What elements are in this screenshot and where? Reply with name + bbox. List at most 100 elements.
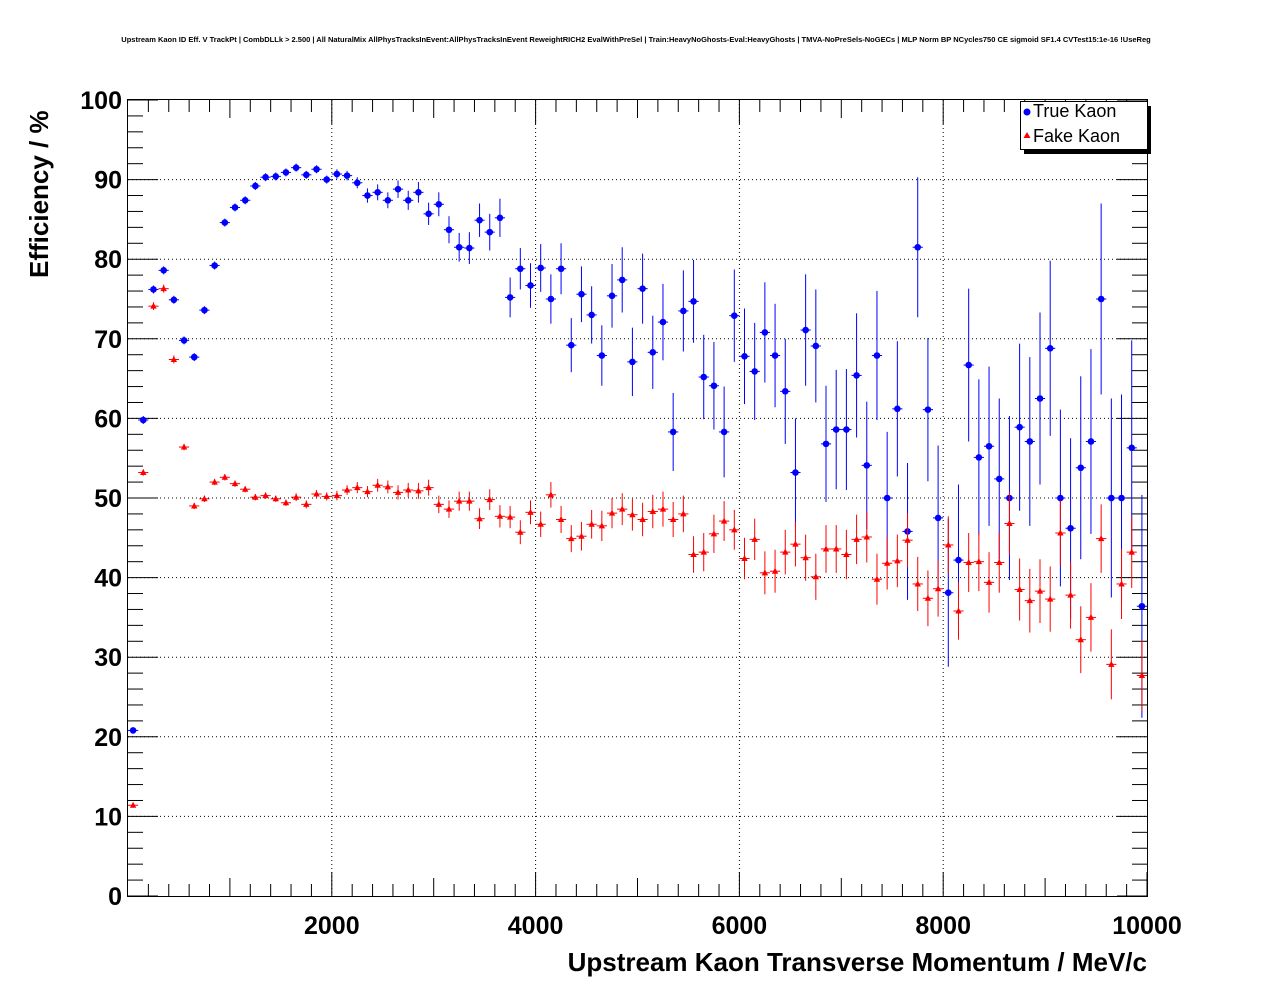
y-tick-label: 60 xyxy=(94,405,122,433)
x-tick-label: 10000 xyxy=(1112,912,1182,940)
data-point xyxy=(669,515,677,522)
data-point xyxy=(323,176,331,183)
data-point xyxy=(180,443,188,450)
legend-fake-kaon-marker xyxy=(1023,132,1031,138)
data-point xyxy=(466,497,473,504)
data-point xyxy=(914,580,921,587)
data-point xyxy=(547,295,555,303)
data-point xyxy=(211,262,218,269)
data-point xyxy=(588,311,595,319)
data-point xyxy=(975,558,983,565)
data-point xyxy=(832,426,840,433)
grid-lines xyxy=(128,100,1147,896)
data-point xyxy=(720,428,728,436)
data-point xyxy=(720,517,728,524)
data-point xyxy=(415,487,422,494)
data-point xyxy=(649,349,657,356)
data-point xyxy=(945,541,952,548)
x-tick-label: 8000 xyxy=(915,912,971,940)
data-point xyxy=(1046,595,1054,602)
data-point xyxy=(1016,586,1023,593)
data-point xyxy=(354,484,361,491)
data-point xyxy=(303,171,310,179)
data-point xyxy=(639,285,646,292)
data-point xyxy=(425,210,432,218)
data-point xyxy=(272,495,279,502)
data-point xyxy=(455,243,463,251)
data-point xyxy=(608,509,616,516)
data-point xyxy=(272,173,280,180)
chart-title: Upstream Kaon ID Eff. V TrackPt | CombDL… xyxy=(121,35,1151,44)
y-tick-label: 100 xyxy=(80,87,122,115)
y-tick-label: 80 xyxy=(94,246,122,274)
data-point xyxy=(812,342,820,350)
x-tick-label: 6000 xyxy=(712,912,768,940)
data-point xyxy=(384,196,392,204)
data-point xyxy=(782,548,789,555)
data-point xyxy=(180,337,188,344)
data-point xyxy=(1006,519,1013,526)
data-point xyxy=(1077,464,1085,472)
x-tick-label: 4000 xyxy=(508,912,564,940)
data-point xyxy=(619,505,626,512)
data-point xyxy=(843,426,850,433)
data-point xyxy=(843,551,850,558)
data-point xyxy=(140,469,147,476)
data-point xyxy=(792,540,799,547)
data-point xyxy=(578,290,585,298)
data-point xyxy=(415,189,422,196)
data-point xyxy=(486,496,493,503)
y-tick-label: 20 xyxy=(94,724,122,752)
data-point xyxy=(822,545,830,552)
data-point xyxy=(659,318,667,326)
x-tick-labels: 2000 4000 6000 8000 10000 xyxy=(304,912,1182,940)
data-point xyxy=(190,353,198,361)
data-point xyxy=(435,500,442,507)
data-point xyxy=(303,500,310,507)
data-point xyxy=(527,282,534,289)
data-point xyxy=(343,486,351,493)
data-point xyxy=(1036,395,1044,402)
legend-true-kaon-marker xyxy=(1023,108,1031,116)
data-point xyxy=(496,512,504,519)
data-point xyxy=(761,569,769,576)
data-point xyxy=(241,196,249,204)
data-point xyxy=(883,494,891,502)
x-axis-title: Upstream Kaon Transverse Momentum / MeV/… xyxy=(568,947,1147,977)
data-point xyxy=(537,520,544,527)
data-point xyxy=(313,165,320,173)
data-point xyxy=(221,219,229,226)
data-point xyxy=(975,454,983,461)
data-point xyxy=(262,173,269,181)
data-point xyxy=(934,585,942,592)
data-point xyxy=(221,473,229,480)
y-tick-labels: 0 10 20 30 40 50 60 70 80 90 100 xyxy=(80,87,122,911)
data-point xyxy=(761,329,769,336)
data-point xyxy=(1087,613,1095,620)
data-point xyxy=(1118,580,1125,587)
data-point xyxy=(129,727,137,734)
data-point xyxy=(364,192,371,199)
data-point xyxy=(1108,660,1115,667)
data-point xyxy=(965,558,972,565)
data-point xyxy=(455,497,463,504)
data-point xyxy=(282,499,290,506)
data-point xyxy=(853,535,860,542)
data-point xyxy=(659,505,667,512)
data-point xyxy=(201,495,208,502)
data-point xyxy=(1057,494,1064,502)
data-point xyxy=(751,368,758,375)
y-tick-label: 0 xyxy=(108,883,122,911)
data-point xyxy=(527,508,534,515)
data-point xyxy=(506,513,514,520)
data-point xyxy=(944,589,952,597)
data-point xyxy=(812,573,820,580)
legend-true-kaon-label: True Kaon xyxy=(1033,101,1116,121)
data-point xyxy=(710,530,718,537)
data-point xyxy=(313,490,320,497)
data-point xyxy=(873,352,881,359)
data-point xyxy=(802,554,809,561)
data-point xyxy=(201,306,208,314)
data-point xyxy=(965,361,972,369)
data-point xyxy=(598,352,606,359)
